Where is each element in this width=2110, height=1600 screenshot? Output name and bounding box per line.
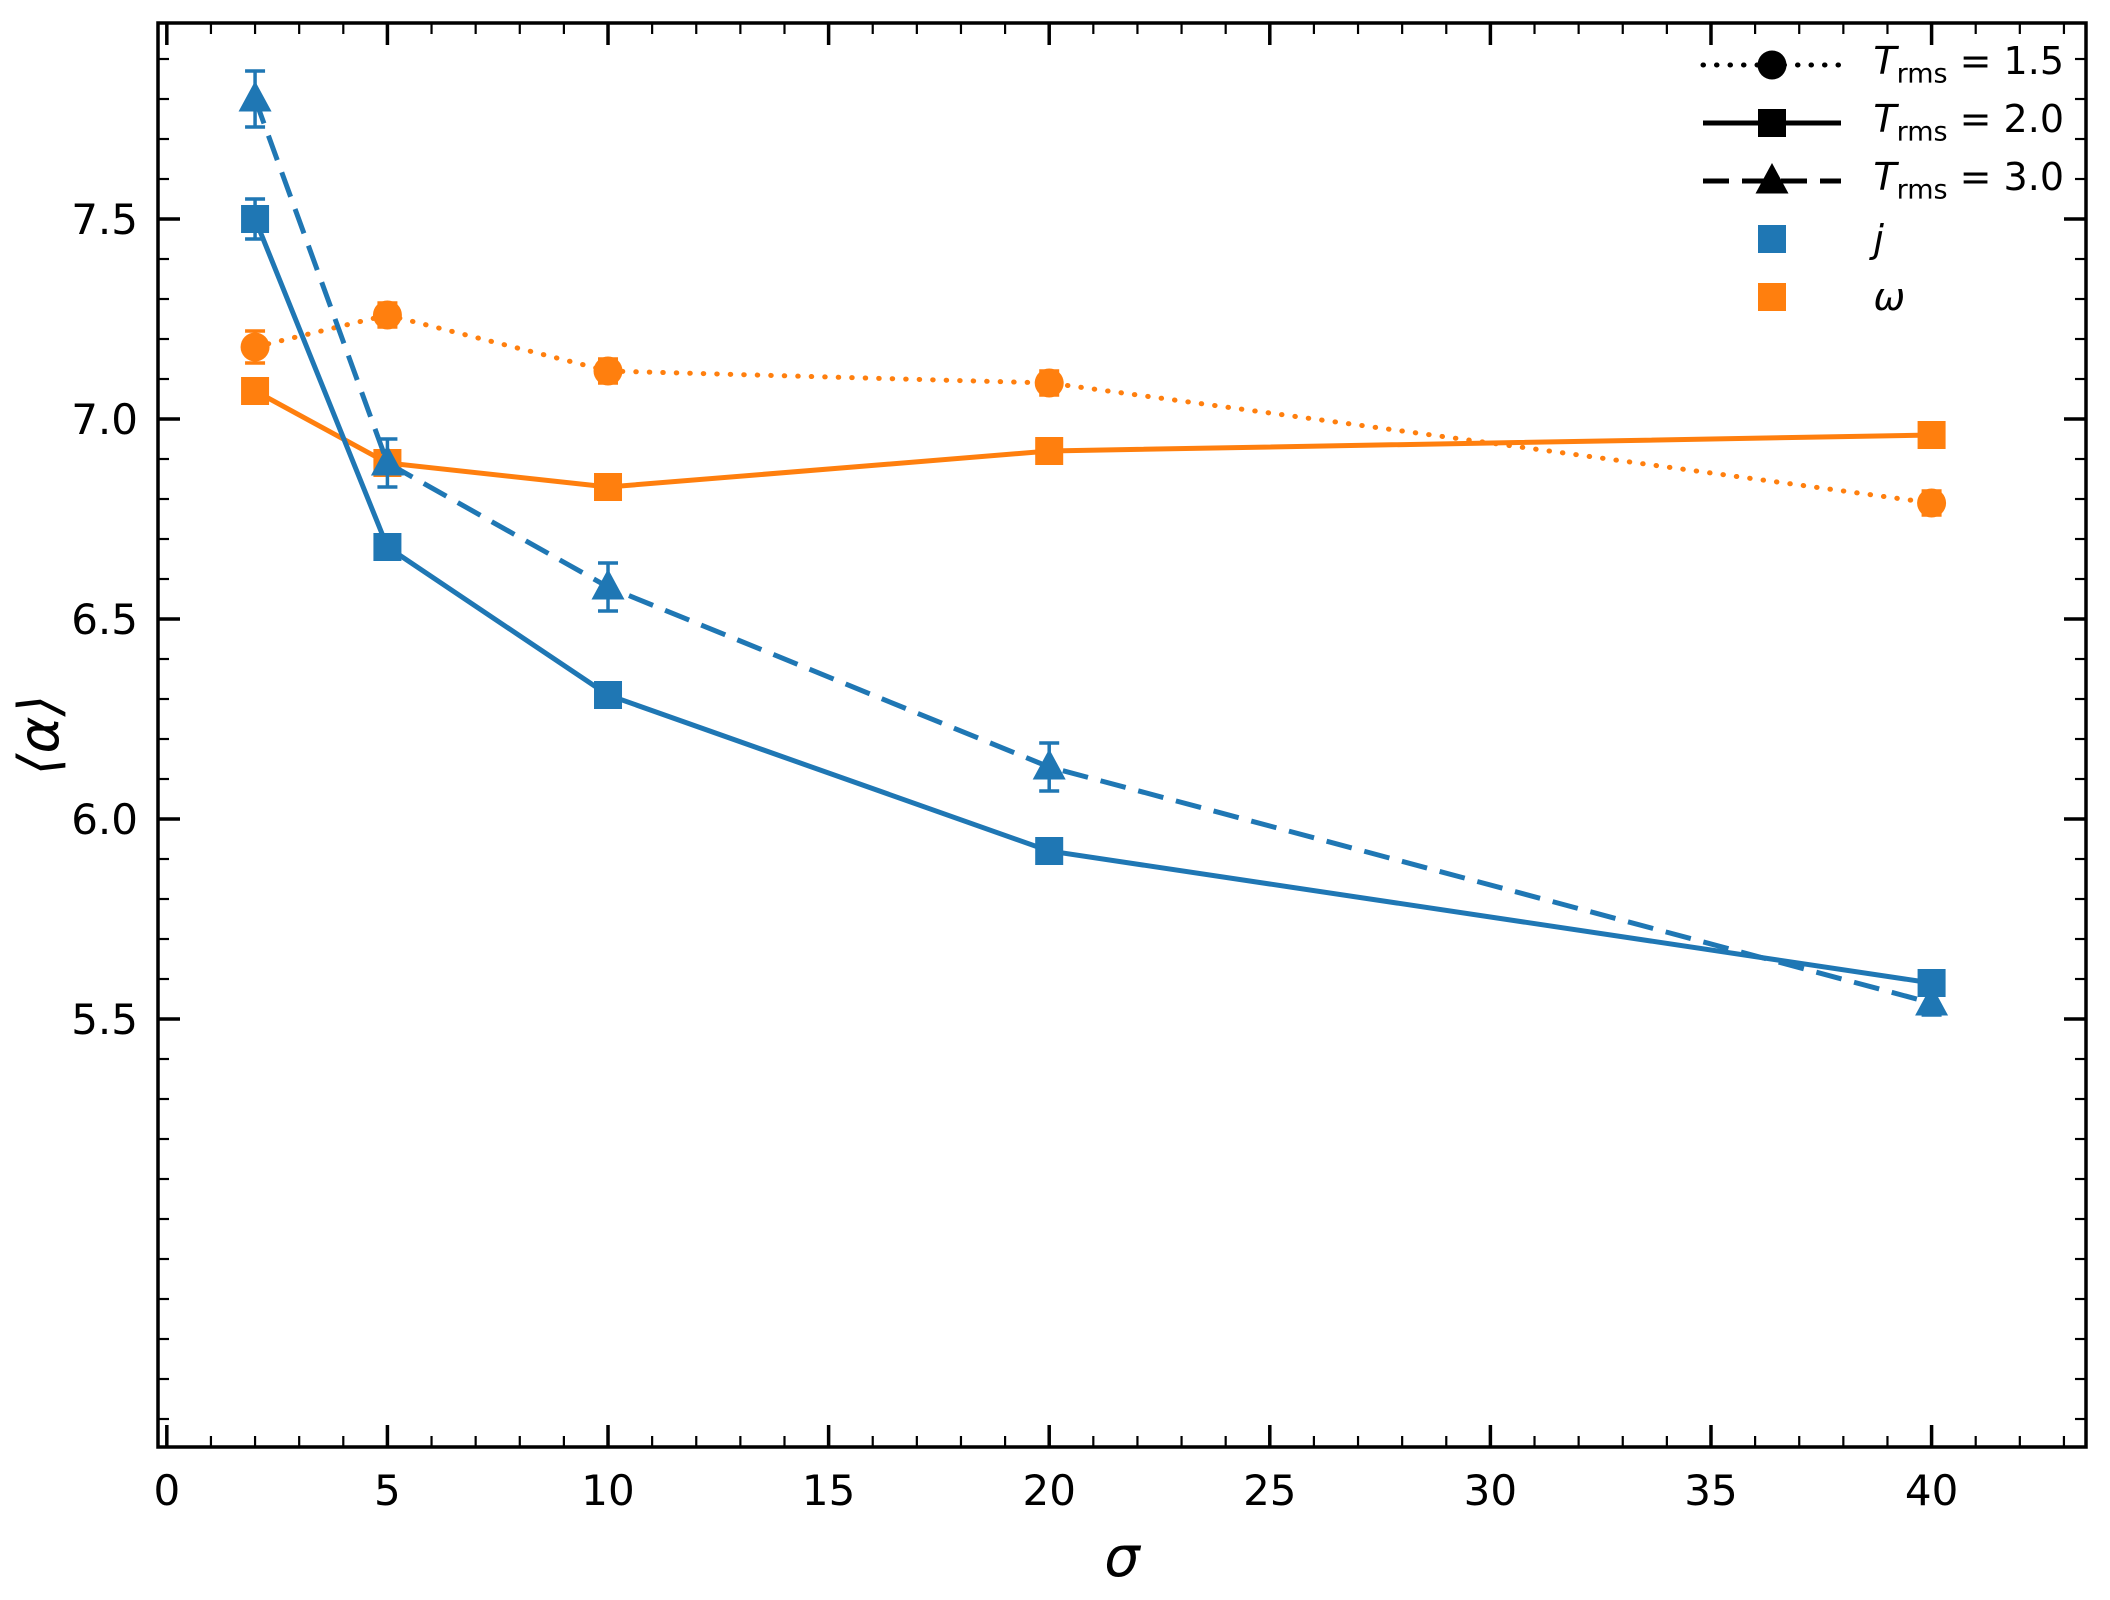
svg-text:25: 25 <box>1243 1466 1296 1515</box>
axis-ticks-layer: 0 5 10 15 20 25 30 35 40 5.5 6.0 6.5 7.0 7.5 <box>71 23 2086 1515</box>
legend-item-j: j <box>1697 212 1884 266</box>
data-series-layer <box>238 69 1949 1017</box>
y-axis-label: ⟨α⟩ <box>7 695 72 776</box>
svg-text:30: 30 <box>1464 1466 1517 1515</box>
square-marker-icon <box>1697 275 1847 319</box>
legend-item-label: Trms = 3.0 <box>1873 155 2064 206</box>
square-marker-icon <box>1697 217 1847 261</box>
series-omega-trms-2.0 <box>241 377 1946 501</box>
legend-item-trms-2.0: Trms = 2.0 <box>1697 96 2064 150</box>
dotted-line-circle-marker-icon <box>1697 43 1847 87</box>
legend-item-label: j <box>1873 217 1884 261</box>
legend: Trms = 1.5 Trms = 2.0 Trms = 3.0 j ω <box>1697 38 2064 324</box>
dashed-line-triangle-marker-icon <box>1697 159 1847 203</box>
svg-text:6.5: 6.5 <box>71 595 138 644</box>
svg-text:5: 5 <box>374 1466 401 1515</box>
svg-text:20: 20 <box>1022 1466 1075 1515</box>
svg-text:35: 35 <box>1684 1466 1737 1515</box>
svg-text:40: 40 <box>1905 1466 1958 1515</box>
x-axis-label: σ <box>1104 1525 1141 1590</box>
series-j-trms-2.0 <box>241 197 1946 997</box>
axes-frame <box>156 21 2088 1449</box>
legend-item-trms-1.5: Trms = 1.5 <box>1697 38 2064 92</box>
svg-text:7.5: 7.5 <box>71 195 138 244</box>
svg-text:6.0: 6.0 <box>71 795 138 844</box>
legend-item-label: Trms = 1.5 <box>1873 39 2064 90</box>
svg-text:7.0: 7.0 <box>71 395 138 444</box>
legend-item-label: Trms = 2.0 <box>1873 97 2064 148</box>
svg-text:0: 0 <box>153 1466 180 1515</box>
legend-item-trms-3.0: Trms = 3.0 <box>1697 154 2064 208</box>
series-omega-trms-1.5 <box>240 300 1947 518</box>
svg-text:5.5: 5.5 <box>71 995 138 1044</box>
series-j-trms-3.0 <box>238 69 1949 1017</box>
solid-line-square-marker-icon <box>1697 101 1847 145</box>
svg-text:15: 15 <box>802 1466 855 1515</box>
legend-item-omega: ω <box>1697 270 1905 324</box>
svg-text:10: 10 <box>581 1466 634 1515</box>
legend-item-label: ω <box>1873 275 1906 319</box>
